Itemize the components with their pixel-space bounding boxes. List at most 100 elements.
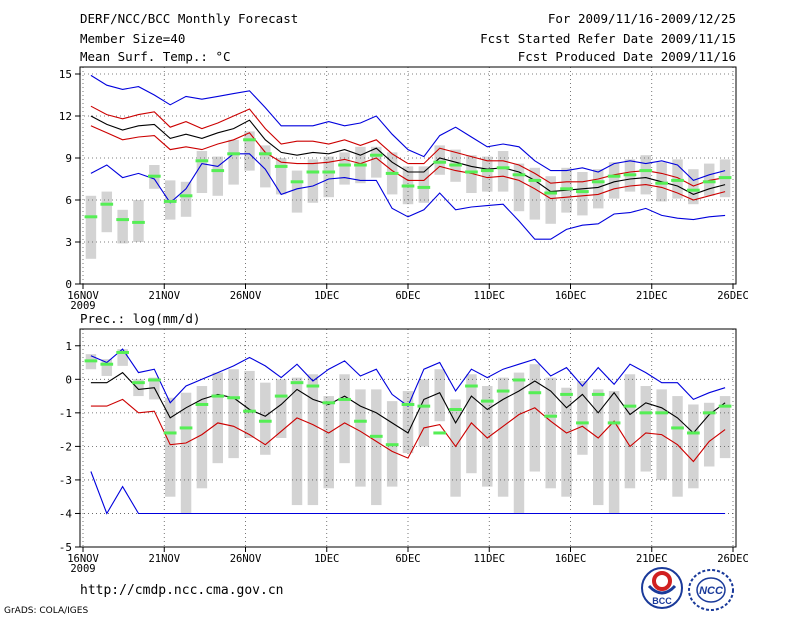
spread-box bbox=[608, 391, 620, 514]
spread-box bbox=[561, 387, 572, 497]
forecast-start-date: Fcst Started Refer Date 2009/11/15 bbox=[480, 31, 736, 46]
y-tick-label: 1 bbox=[65, 340, 72, 353]
spread-box bbox=[117, 209, 128, 244]
y-tick-label: -5 bbox=[59, 541, 72, 554]
spread-box bbox=[545, 176, 556, 224]
x-tick-label: 6DEC bbox=[395, 553, 420, 565]
x-tick-label: 6DEC bbox=[395, 290, 420, 302]
x-tick-label: 21DEC bbox=[636, 290, 668, 302]
x-tick-label: 26DEC bbox=[717, 553, 749, 565]
x-tick-label: 26DEC bbox=[717, 290, 749, 302]
spread-box bbox=[434, 369, 445, 422]
grads-credit: GrADS: COLA/IGES bbox=[4, 606, 89, 616]
x-tick-label: 21NOV bbox=[148, 553, 180, 565]
x-tick-label: 16NOV bbox=[67, 553, 99, 565]
spread-box bbox=[482, 386, 493, 487]
x-year-label: 2009 bbox=[70, 563, 95, 575]
spread-box bbox=[640, 155, 652, 195]
spread-box bbox=[577, 380, 588, 455]
spread-box bbox=[703, 402, 715, 467]
y-tick-label: 0 bbox=[65, 278, 72, 291]
spread-box bbox=[529, 364, 541, 472]
x-tick-label: 1DEC bbox=[314, 553, 339, 565]
spread-box bbox=[180, 181, 192, 217]
spread-box bbox=[85, 195, 97, 259]
spread-box bbox=[497, 377, 509, 497]
spread-box bbox=[355, 389, 366, 487]
spread-box bbox=[371, 389, 382, 506]
y-tick-label: -2 bbox=[59, 440, 72, 453]
spread-box bbox=[593, 169, 604, 209]
spread-box bbox=[719, 396, 731, 459]
spread-box bbox=[545, 377, 556, 489]
spread-box bbox=[212, 372, 223, 464]
spread-box bbox=[513, 163, 525, 212]
spread-box bbox=[418, 166, 430, 203]
spread-box bbox=[371, 146, 382, 178]
spread-box bbox=[275, 379, 287, 438]
spread-box bbox=[497, 151, 509, 192]
chart-title: DERF/NCC/BCC Monthly Forecast bbox=[80, 11, 299, 26]
spread-box bbox=[323, 156, 334, 198]
series-line-minus-std bbox=[90, 398, 726, 463]
spread-box bbox=[688, 169, 699, 205]
y-tick-label: -3 bbox=[59, 474, 72, 487]
spread-box bbox=[339, 374, 350, 464]
spread-box bbox=[434, 145, 445, 175]
spread-box bbox=[133, 379, 144, 397]
spread-box bbox=[593, 389, 604, 506]
spread-box bbox=[101, 191, 113, 233]
spread-box bbox=[323, 396, 334, 489]
spread-box bbox=[640, 386, 652, 472]
series-line-min bbox=[90, 153, 726, 240]
series-line-minus-std bbox=[90, 125, 726, 201]
spread-box bbox=[260, 382, 271, 455]
spread-box bbox=[244, 131, 255, 171]
spread-box bbox=[291, 170, 303, 213]
spread-box bbox=[513, 372, 525, 514]
y-tick-label: 3 bbox=[65, 236, 72, 249]
spread-box bbox=[402, 391, 414, 454]
variable-label: Mean Surf. Temp.: °C bbox=[80, 49, 231, 64]
ncc-logo-icon: NCC bbox=[688, 569, 734, 611]
x-tick-label: 21DEC bbox=[636, 553, 668, 565]
spread-box bbox=[196, 386, 208, 489]
series-line-plus-std bbox=[90, 105, 726, 187]
spread-box bbox=[577, 172, 588, 216]
spread-box bbox=[307, 374, 319, 506]
spread-box bbox=[164, 397, 176, 497]
spread-box bbox=[688, 404, 699, 489]
series-line-max bbox=[90, 348, 726, 407]
x-tick-label: 11DEC bbox=[473, 290, 505, 302]
spread-box bbox=[672, 396, 683, 497]
x-tick-label: 26NOV bbox=[230, 290, 262, 302]
y-tick-label: -1 bbox=[59, 407, 72, 420]
precip-chart-title: Prec.: log(mm/d) bbox=[80, 311, 200, 326]
temperature-chart: 0 3 6 9 12 15 16NOV 21NOV 26NOV 1DEC 6DEC 11DEC 16DE… bbox=[59, 66, 749, 312]
spread-box bbox=[608, 162, 620, 199]
forecast-produced-date: Fcst Produced Date 2009/11/16 bbox=[517, 49, 736, 64]
y-tick-label: 0 bbox=[65, 373, 72, 386]
spread-box bbox=[307, 159, 319, 203]
spread-box bbox=[624, 374, 636, 489]
x-tick-label: 16DEC bbox=[555, 290, 587, 302]
member-size-label: Member Size=40 bbox=[80, 31, 186, 46]
spread-box bbox=[228, 369, 239, 459]
precipitation-chart: Prec.: log(mm/d) -5 -4 -3 -2 -1 0 1 16NOV 21NOV 26… bbox=[59, 311, 749, 575]
ncc-logo-text: NCC bbox=[699, 585, 724, 597]
series-line-mean bbox=[90, 115, 726, 195]
series-line-mean bbox=[90, 371, 726, 434]
spread-box bbox=[196, 151, 208, 193]
spread-box bbox=[291, 377, 303, 506]
spread-box bbox=[275, 158, 287, 195]
y-tick-label: 12 bbox=[59, 110, 72, 123]
x-tick-label: 1DEC bbox=[314, 290, 339, 302]
y-tick-label: 6 bbox=[65, 194, 72, 207]
spread-box bbox=[212, 156, 223, 196]
x-tick-label: 16DEC bbox=[555, 553, 587, 565]
spread-box bbox=[180, 392, 192, 514]
x-tick-label: 11DEC bbox=[473, 553, 505, 565]
source-url[interactable]: http://cmdp.ncc.cma.gov.cn bbox=[80, 583, 284, 598]
series-line-min bbox=[90, 471, 726, 515]
x-tick-label: 16NOV bbox=[67, 290, 99, 302]
